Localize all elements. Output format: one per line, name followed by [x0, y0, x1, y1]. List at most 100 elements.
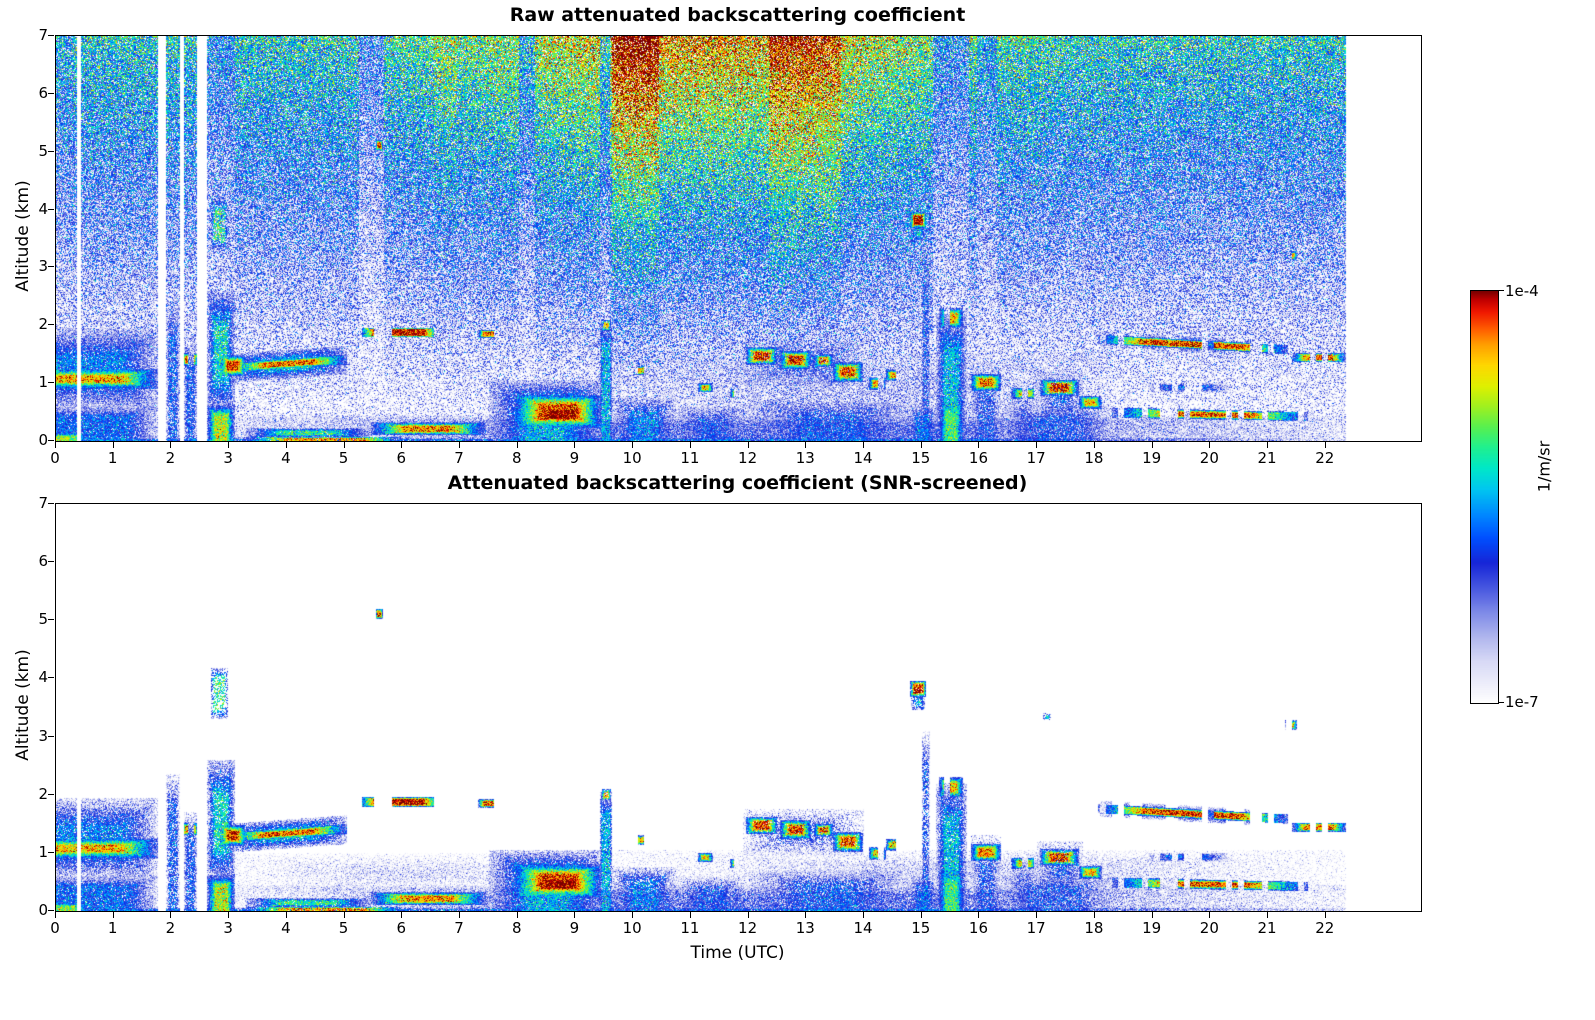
x-tick-mark — [459, 442, 461, 448]
x-tick-label: 1 — [107, 919, 118, 937]
x-tick-mark — [228, 442, 230, 448]
x-tick-label: 4 — [281, 449, 291, 467]
x-tick-label: 0 — [50, 919, 60, 937]
panel-raw-y-axis-label: Altitude (km) — [13, 180, 33, 292]
y-tick-mark — [48, 677, 54, 679]
panel-raw: Raw attenuated backscattering coefficien… — [0, 0, 1595, 470]
x-tick-label: 13 — [795, 919, 815, 937]
x-tick-mark — [1267, 912, 1269, 918]
y-tick-label: 7 — [38, 494, 48, 512]
y-tick-label: 4 — [38, 668, 48, 687]
colorbar-max-label: 1e-4 — [1505, 282, 1539, 300]
x-tick-mark — [747, 442, 749, 448]
x-tick-mark — [978, 912, 980, 918]
x-axis-label: Time (UTC) — [690, 943, 785, 963]
y-tick-mark — [48, 735, 54, 737]
y-tick-mark — [48, 35, 54, 36]
panel-screened-plot-frame — [55, 503, 1422, 912]
x-tick-mark — [1093, 912, 1095, 918]
colorbar-gradient — [1470, 290, 1499, 704]
y-tick-label: 5 — [38, 610, 48, 629]
x-tick-mark — [1324, 442, 1326, 448]
x-tick-mark — [978, 442, 980, 448]
y-tick-mark — [48, 910, 54, 911]
y-tick-label: 3 — [38, 726, 48, 745]
y-tick-mark — [48, 793, 54, 795]
x-tick-label: 8 — [511, 919, 522, 937]
x-tick-label: 19 — [1142, 449, 1162, 467]
x-tick-mark — [343, 442, 345, 448]
x-tick-mark — [689, 442, 691, 448]
x-tick-label: 15 — [911, 919, 931, 937]
x-tick-mark — [516, 442, 518, 448]
x-tick-mark — [228, 912, 230, 918]
x-tick-label: 14 — [853, 449, 873, 467]
x-tick-mark — [1209, 442, 1211, 448]
panel-raw-title: Raw attenuated backscattering coefficien… — [509, 4, 966, 26]
x-tick-label: 11 — [680, 919, 700, 937]
x-tick-mark — [1209, 912, 1211, 918]
y-tick-label: 0 — [38, 901, 48, 919]
x-tick-label: 5 — [338, 919, 349, 937]
x-tick-mark — [1036, 442, 1038, 448]
y-tick-label: 4 — [38, 199, 48, 218]
y-tick-label: 2 — [38, 784, 48, 803]
x-tick-mark — [112, 442, 114, 448]
x-tick-label: 10 — [622, 919, 642, 937]
x-tick-label: 16 — [968, 449, 988, 467]
x-tick-label: 3 — [223, 449, 233, 467]
x-tick-mark — [1036, 912, 1038, 918]
x-tick-mark — [920, 442, 922, 448]
x-tick-mark — [55, 912, 56, 918]
x-tick-mark — [863, 442, 865, 448]
x-tick-label: 9 — [569, 919, 580, 937]
x-tick-mark — [112, 912, 114, 918]
x-tick-mark — [747, 912, 749, 918]
x-tick-label: 18 — [1084, 449, 1104, 467]
x-tick-label: 2 — [165, 449, 176, 467]
y-tick-label: 1 — [38, 373, 48, 392]
y-tick-label: 6 — [38, 552, 48, 571]
x-tick-label: 22 — [1315, 919, 1335, 937]
y-tick-label: 5 — [38, 141, 48, 160]
x-tick-label: 16 — [968, 919, 988, 937]
panel-screened-y-axis-label: Altitude (km) — [13, 649, 33, 761]
x-tick-label: 9 — [569, 449, 580, 467]
panel-screened-title: Attenuated backscattering coefficient (S… — [447, 472, 1028, 494]
panel-raw-plot-frame — [55, 35, 1422, 442]
x-tick-label: 13 — [795, 449, 815, 467]
x-tick-mark — [1151, 912, 1153, 918]
x-tick-label: 21 — [1257, 449, 1277, 467]
x-tick-label: 5 — [338, 449, 349, 467]
x-tick-label: 6 — [396, 449, 407, 467]
y-tick-label: 6 — [38, 83, 48, 102]
y-tick-mark — [48, 324, 54, 326]
x-tick-label: 19 — [1142, 919, 1162, 937]
y-tick-label: 1 — [38, 842, 48, 861]
x-tick-label: 17 — [1026, 449, 1046, 467]
y-tick-label: 2 — [38, 315, 48, 334]
x-tick-mark — [285, 912, 287, 918]
x-tick-label: 22 — [1315, 449, 1335, 467]
y-tick-mark — [48, 619, 54, 621]
x-tick-mark — [1151, 442, 1153, 448]
x-tick-label: 10 — [622, 449, 642, 467]
x-tick-mark — [170, 442, 172, 448]
x-tick-label: 6 — [396, 919, 407, 937]
y-tick-mark — [48, 561, 54, 563]
x-tick-mark — [574, 912, 576, 918]
y-tick-mark — [48, 382, 54, 384]
x-tick-mark — [632, 442, 634, 448]
x-tick-mark — [1093, 442, 1095, 448]
x-tick-label: 4 — [281, 919, 291, 937]
panel-screened-heatmap — [56, 504, 1421, 911]
y-tick-mark — [48, 92, 54, 94]
colorbar-unit-label: 1/m/sr — [1534, 440, 1554, 493]
panel-screened: Attenuated backscattering coefficient (S… — [0, 470, 1595, 1020]
colorbar-min-label: 1e-7 — [1505, 693, 1539, 711]
x-tick-label: 20 — [1199, 449, 1219, 467]
colorbar: 1e-4 1e-7 1/m/sr — [1470, 282, 1595, 720]
x-tick-label: 18 — [1084, 919, 1104, 937]
y-tick-label: 7 — [38, 26, 48, 44]
